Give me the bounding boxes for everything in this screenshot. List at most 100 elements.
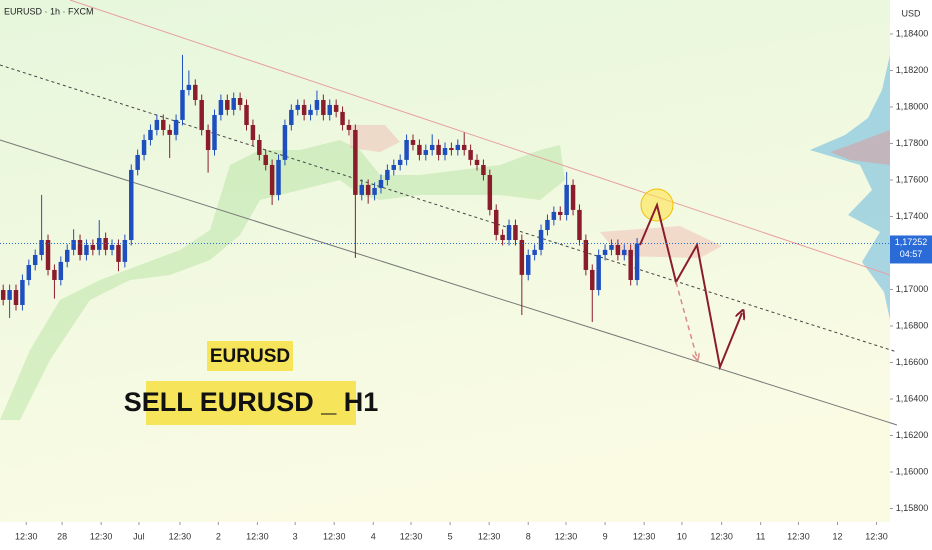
candle-body xyxy=(622,249,627,255)
channel-lower xyxy=(0,139,898,426)
candle-body xyxy=(26,265,32,280)
candle-body xyxy=(218,100,224,115)
candle-body xyxy=(525,254,531,275)
candle-body xyxy=(506,225,512,241)
candle-body xyxy=(237,98,243,105)
candle-body xyxy=(180,89,185,120)
candle-body xyxy=(64,249,70,262)
candle-body xyxy=(141,139,147,155)
projection-arrow xyxy=(639,201,742,371)
candle-body xyxy=(257,139,262,155)
y-tick-label: 1,16800 xyxy=(896,320,929,330)
chart-title: EURUSD · 1h · FXCM xyxy=(4,6,94,16)
candle-body xyxy=(391,164,397,170)
candle-body xyxy=(0,290,6,300)
candle-body xyxy=(404,139,409,160)
candle-body xyxy=(481,164,486,176)
y-tick-label: 1,17400 xyxy=(896,211,929,221)
x-tick-label: 12:30 xyxy=(246,531,269,541)
candle-body xyxy=(205,129,211,151)
candle-body xyxy=(161,119,166,130)
candle-body xyxy=(173,119,179,135)
candle-body xyxy=(231,98,236,110)
y-tick-label: 1,17600 xyxy=(896,174,929,184)
candle-body xyxy=(77,240,83,255)
x-tick-label: 12:30 xyxy=(169,531,192,541)
candle-body xyxy=(461,144,467,151)
candle-body xyxy=(39,240,44,255)
x-tick-label: 4 xyxy=(371,531,376,541)
candle-body xyxy=(7,290,12,300)
x-tick-label: 8 xyxy=(526,531,531,541)
candle-body xyxy=(154,119,160,130)
label-box xyxy=(207,341,293,371)
ichimoku-cloud-bear xyxy=(350,125,400,152)
candle-body xyxy=(244,104,249,126)
x-tick-label: 12:30 xyxy=(478,531,501,541)
y-tick-label: 1,18000 xyxy=(896,101,929,111)
ichimoku-cloud xyxy=(0,140,565,420)
candle-body xyxy=(436,144,441,155)
annotation: EURUSD xyxy=(210,346,290,367)
candle-body xyxy=(410,139,416,145)
candle-body xyxy=(590,269,595,291)
candle-body xyxy=(353,129,358,195)
candle-body xyxy=(442,148,448,155)
candle-body xyxy=(282,125,288,160)
annotation: SELL EURUSD _ H1 xyxy=(124,387,379,417)
y-tick-label: 1,16400 xyxy=(896,393,929,403)
x-tick-label: 12:30 xyxy=(710,531,733,541)
candle-body xyxy=(52,269,57,280)
y-tick-label: 1,18400 xyxy=(896,28,929,38)
x-tick-label: 2 xyxy=(216,531,221,541)
candle-body xyxy=(385,169,390,180)
candle-body xyxy=(615,244,621,255)
x-tick-label: 5 xyxy=(448,531,453,541)
candle-body xyxy=(378,179,384,188)
candle-body xyxy=(602,249,608,255)
candle-body xyxy=(199,100,204,130)
y-tick-label: 1,16200 xyxy=(896,430,929,440)
candle-body xyxy=(519,240,525,275)
x-tick-label: 10 xyxy=(677,531,687,541)
candle-body xyxy=(577,209,582,241)
candle-body xyxy=(558,211,563,216)
x-tick-label: 11 xyxy=(756,531,765,541)
candle-body xyxy=(429,144,435,151)
volume-profile xyxy=(830,130,890,165)
countdown-label: 04:57 xyxy=(900,249,923,259)
candle-body xyxy=(551,211,557,220)
candle-body xyxy=(397,159,403,165)
candle-body xyxy=(314,100,320,110)
candle-body xyxy=(468,150,473,160)
candle-body xyxy=(13,290,19,305)
y-tick-label: 1,17000 xyxy=(896,284,929,294)
candle-body xyxy=(109,244,115,250)
y-tick-label: 1,16600 xyxy=(896,357,929,367)
candle-body xyxy=(487,175,493,210)
candle-body xyxy=(372,187,377,195)
candle-body xyxy=(276,159,281,195)
alt-projection-arrow xyxy=(675,281,697,358)
y-tick-label: 1,15800 xyxy=(896,503,929,513)
candle-body xyxy=(532,249,537,255)
candle-body xyxy=(186,84,192,90)
x-tick-label: 9 xyxy=(603,531,608,541)
plot-background xyxy=(0,0,890,522)
x-tick-label: 12:30 xyxy=(323,531,346,541)
candle-body xyxy=(225,100,230,110)
y-tick-label: 1,17800 xyxy=(896,138,929,148)
x-tick-label: 12:30 xyxy=(90,531,113,541)
x-tick-label: 3 xyxy=(293,531,298,541)
x-tick-label: 12:30 xyxy=(400,531,423,541)
x-tick-label: 12:30 xyxy=(555,531,578,541)
y-tick-label: 1,18200 xyxy=(896,65,929,75)
candle-body xyxy=(359,184,365,195)
y-tick-label: 1,16000 xyxy=(896,466,929,476)
candle-body xyxy=(129,169,134,241)
candle-body xyxy=(634,243,640,280)
candle-body xyxy=(423,150,429,155)
candle-body xyxy=(90,244,96,250)
candle-body xyxy=(45,240,51,270)
